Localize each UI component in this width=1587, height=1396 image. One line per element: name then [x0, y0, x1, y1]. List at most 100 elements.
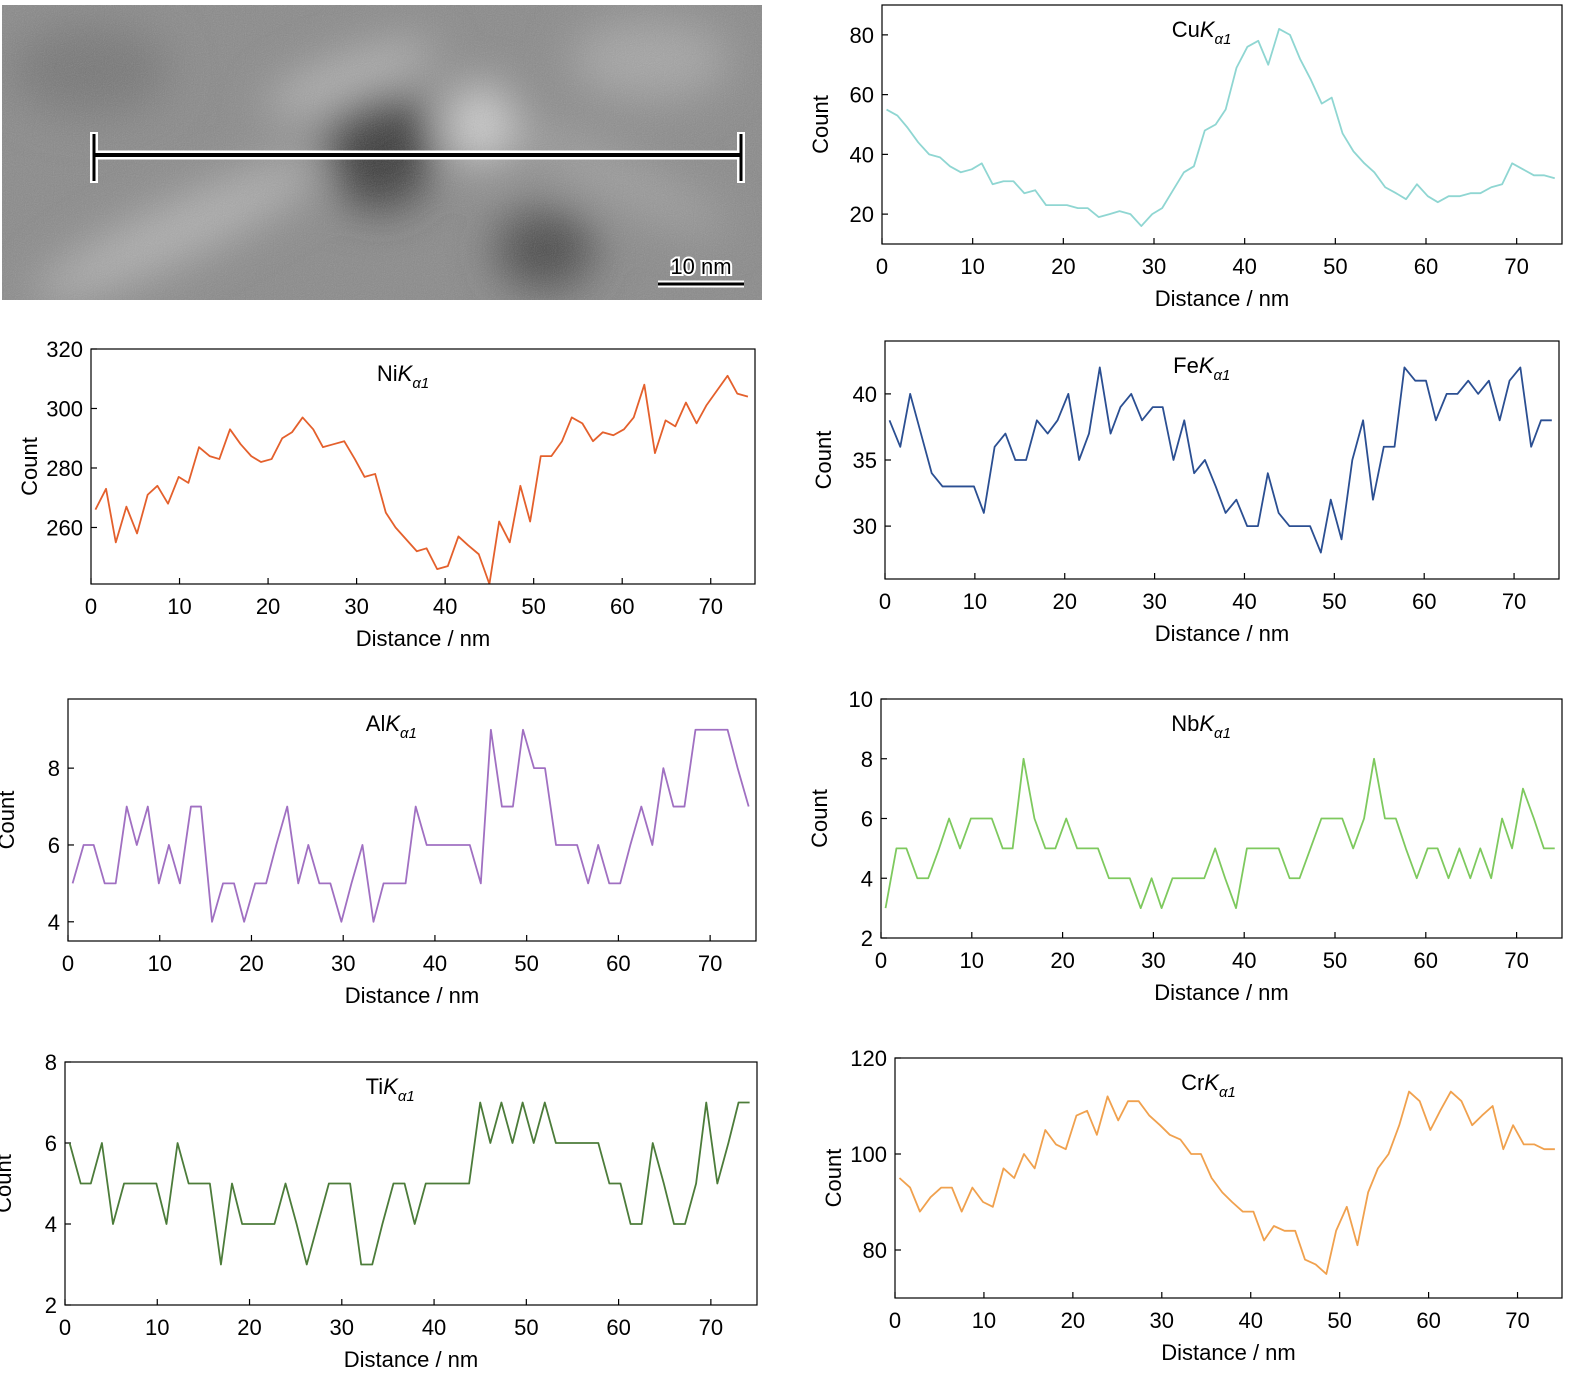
y-tick-label: 8 — [861, 747, 873, 772]
x-tick-label: 70 — [1504, 948, 1528, 973]
chart-title: CrKα1 — [1181, 1070, 1236, 1101]
line-chart: 0 10 20 30 40 50 60 70 2 4 6 8 TiKα1 Distance / nm Cou… — [0, 1050, 758, 1372]
x-axis-label: Distance / nm — [1155, 286, 1290, 311]
x-tick-label: 20 — [1052, 589, 1076, 614]
x-tick-label: 60 — [1412, 589, 1436, 614]
x-tick-label: 0 — [85, 594, 97, 619]
x-tick-label: 70 — [1502, 589, 1526, 614]
x-tick-label: 60 — [610, 594, 634, 619]
x-tick-label: 30 — [1150, 1308, 1174, 1333]
y-tick-label: 2 — [861, 926, 873, 951]
x-tick-label: 0 — [875, 948, 887, 973]
y-tick-label: 8 — [45, 1050, 57, 1075]
data-line — [94, 374, 749, 584]
y-tick-label: 120 — [850, 1046, 887, 1071]
y-tick-label: 35 — [853, 448, 877, 473]
y-tick-label: 100 — [850, 1142, 887, 1167]
x-tick-label: 50 — [1327, 1308, 1351, 1333]
x-tick-label: 50 — [514, 1315, 538, 1340]
plot-frame — [894, 1057, 1563, 1299]
x-axis-label: Distance / nm — [356, 626, 491, 651]
y-tick-label: 6 — [48, 833, 60, 858]
x-tick-label: 60 — [1416, 1308, 1440, 1333]
y-axis-label: Count — [17, 437, 42, 496]
y-tick-label: 40 — [850, 142, 874, 167]
scale-bar: 10 nm — [658, 252, 744, 288]
x-tick-label: 20 — [256, 594, 280, 619]
x-tick-label: 50 — [1323, 948, 1347, 973]
y-axis-label: Count — [807, 789, 832, 848]
x-tick-label: 50 — [1322, 589, 1346, 614]
data-line — [898, 1090, 1555, 1275]
y-tick-label: 30 — [853, 514, 877, 539]
y-tick-label: 20 — [850, 202, 874, 227]
x-tick-label: 30 — [330, 1315, 354, 1340]
data-line — [68, 1101, 750, 1266]
x-tick-label: 70 — [699, 1315, 723, 1340]
x-tick-label: 0 — [879, 589, 891, 614]
y-axis-label: Count — [0, 791, 19, 850]
y-axis-label: Count — [811, 431, 836, 490]
x-tick-label: 60 — [1414, 948, 1438, 973]
x-tick-label: 20 — [237, 1315, 261, 1340]
y-tick-label: 80 — [850, 23, 874, 48]
x-tick-label: 20 — [239, 951, 263, 976]
line-chart: 0 10 20 30 40 50 60 70 260 280 300 320 NiKα1 Distance… — [17, 337, 756, 651]
scale-bar-label: 10 nm — [670, 254, 731, 279]
x-tick-label: 40 — [1232, 254, 1256, 279]
x-axis-label: Distance / nm — [1155, 621, 1290, 646]
x-tick-label: 40 — [1232, 589, 1256, 614]
x-tick-label: 30 — [1142, 254, 1166, 279]
y-axis-label: Count — [821, 1149, 846, 1208]
x-tick-label: 30 — [1142, 589, 1166, 614]
y-tick-label: 300 — [46, 396, 83, 421]
y-tick-label: 320 — [46, 337, 83, 362]
line-chart: 0 10 20 30 40 50 60 70 20 40 60 80 CuKα1 Distance / n… — [808, 4, 1563, 311]
x-tick-label: 0 — [876, 254, 888, 279]
x-tick-label: 50 — [521, 594, 545, 619]
chart-title: FeKα1 — [1173, 353, 1230, 384]
data-line — [888, 366, 1552, 554]
x-tick-label: 40 — [433, 594, 457, 619]
x-tick-label: 30 — [1141, 948, 1165, 973]
x-tick-label: 10 — [960, 254, 984, 279]
x-tick-label: 10 — [963, 589, 987, 614]
plot-frame — [67, 698, 757, 942]
x-tick-label: 20 — [1061, 1308, 1085, 1333]
plot-frame — [881, 4, 1563, 245]
x-axis-label: Distance / nm — [1154, 980, 1289, 1005]
line-chart: 0 10 20 30 40 50 60 70 2 4 6 8 10 NbKα1 Distance / nm C… — [807, 687, 1563, 1005]
x-axis-label: Distance / nm — [1161, 1340, 1296, 1365]
y-tick-label: 2 — [45, 1293, 57, 1318]
line-chart: 0 10 20 30 40 50 60 70 4 6 8 AlKα1 Distance / nm Coun… — [0, 698, 757, 1008]
tem-image: 10 nm — [2, 5, 762, 300]
x-tick-label: 10 — [167, 594, 191, 619]
y-axis-label: Count — [808, 95, 833, 154]
x-tick-label: 40 — [423, 951, 447, 976]
y-tick-label: 260 — [46, 515, 83, 540]
x-tick-label: 10 — [145, 1315, 169, 1340]
data-line — [884, 757, 1555, 910]
y-tick-label: 10 — [849, 687, 873, 712]
y-tick-label: 6 — [45, 1131, 57, 1156]
line-chart: 0 10 20 30 40 50 60 70 30 35 40 FeKα1 Distance / nm C… — [811, 340, 1560, 646]
x-tick-label: 0 — [59, 1315, 71, 1340]
x-tick-label: 60 — [1414, 254, 1438, 279]
x-tick-label: 50 — [1323, 254, 1347, 279]
chart-title: TiKα1 — [366, 1074, 415, 1105]
x-tick-label: 30 — [344, 594, 368, 619]
y-tick-label: 80 — [863, 1238, 887, 1263]
y-tick-label: 280 — [46, 456, 83, 481]
y-tick-label: 4 — [861, 866, 873, 891]
x-tick-label: 40 — [422, 1315, 446, 1340]
y-tick-label: 4 — [48, 910, 60, 935]
chart-title: NiKα1 — [377, 361, 429, 392]
x-tick-label: 70 — [1504, 254, 1528, 279]
y-tick-label: 6 — [861, 807, 873, 832]
x-tick-label: 70 — [1505, 1308, 1529, 1333]
x-tick-label: 70 — [698, 951, 722, 976]
y-tick-label: 60 — [850, 83, 874, 108]
x-tick-label: 40 — [1238, 1308, 1262, 1333]
y-tick-label: 40 — [853, 382, 877, 407]
